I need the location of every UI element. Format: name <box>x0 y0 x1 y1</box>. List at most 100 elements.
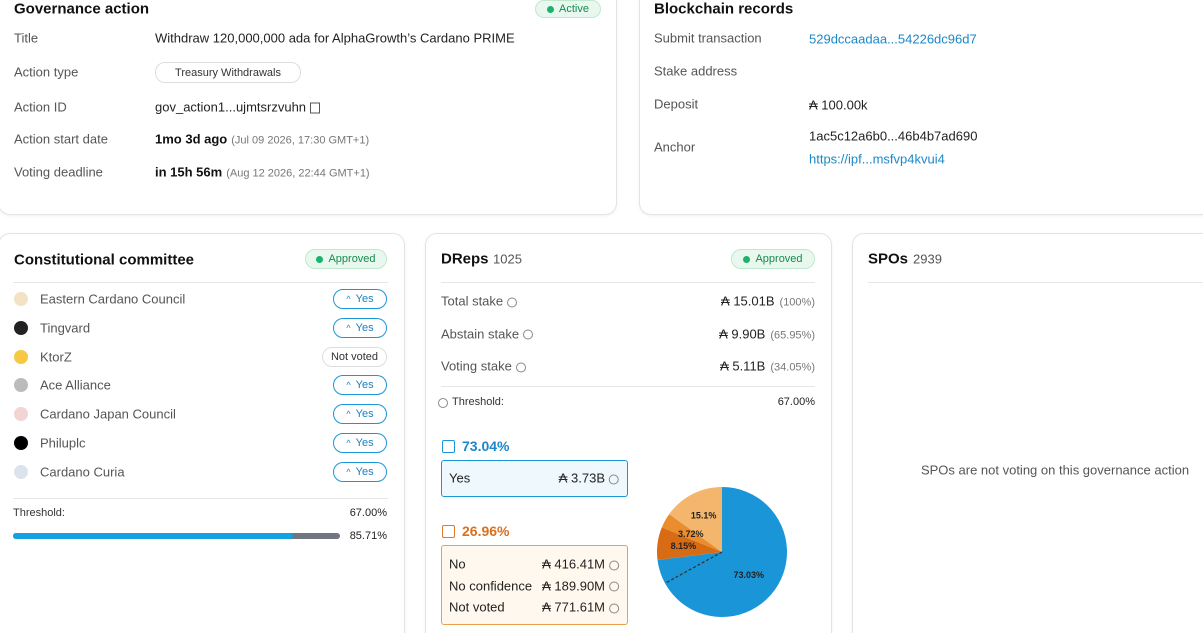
no-percent: 26.96% <box>462 523 510 539</box>
row-label: Action start date <box>14 131 108 147</box>
row-value: ₳ 100.00k <box>809 97 868 113</box>
vote-pill: ^ Yes <box>333 317 387 338</box>
row-label: Submit transaction <box>654 30 762 46</box>
threshold-label: Threshold: <box>13 507 65 519</box>
info-icon <box>609 581 619 592</box>
chevron: ^ <box>346 322 351 333</box>
status-dot <box>547 5 555 13</box>
pie-label: 3.72% <box>678 529 704 539</box>
info-icon <box>523 329 534 340</box>
threshold-label: Threshold: <box>438 396 504 408</box>
member-avatar <box>14 320 28 335</box>
row-value: in 15h 56m (Aug 12 2026, 22:44 GMT+1) <box>155 164 370 180</box>
yes-box <box>441 460 628 497</box>
member-name: Tingvard <box>40 320 91 336</box>
row-detail: (Jul 09 2026, 17:30 GMT+1) <box>231 134 370 147</box>
row-value: 1ac5c12a6b0...46b4b7ad690 <box>809 128 978 144</box>
row-link: https://ipf...msfvp4kvui4 <box>809 151 945 167</box>
blockchain-card <box>639 0 1203 215</box>
vote-pill: ^ Yes <box>333 461 387 482</box>
member-name: Cardano Japan Council <box>40 406 176 422</box>
divider <box>13 282 388 283</box>
stake-label: Total stake <box>441 294 518 309</box>
pie-chart: 73.03% 8.15% 3.72% 15.1% <box>657 487 787 617</box>
row-label: Action ID <box>14 99 67 115</box>
row-value: gov_action1...ujmtsrzvuhn <box>155 100 321 115</box>
progress-label: 85.71% <box>349 530 387 542</box>
row-label: Action type <box>14 64 79 80</box>
info-icon <box>438 398 448 408</box>
vote-pill-text: Yes <box>355 408 374 421</box>
stake-share: (100%) <box>779 296 815 309</box>
status-pill-text: Approved <box>328 253 376 265</box>
divider <box>441 386 815 387</box>
status-pill-text: Approved <box>755 253 803 265</box>
vote-value: ₳ 416.41M <box>542 557 619 572</box>
pie-slice <box>657 527 722 561</box>
stake-value: ₳ 9.90B (65.95%) <box>719 326 815 341</box>
info-icon <box>609 603 619 614</box>
vote-pill-text: Yes <box>355 465 374 478</box>
chevron: ^ <box>346 466 351 477</box>
vote-label: No confidence <box>449 578 533 593</box>
vote-pill: ^ Yes <box>333 375 387 396</box>
chevron: ^ <box>346 438 351 448</box>
divider <box>13 498 388 499</box>
info-icon <box>507 297 518 308</box>
vote-pill-text: Not voted <box>330 350 379 363</box>
card-title: Constitutional committee <box>14 251 195 269</box>
row-label: Stake address <box>654 63 738 79</box>
card-title: SPOs <box>868 250 909 268</box>
vote-value: ₳ 189.90M <box>542 578 619 593</box>
status-pill-text: Active <box>559 3 589 15</box>
threshold-value: 67.00% <box>349 507 387 519</box>
card-count: 2939 <box>913 251 942 267</box>
vote-value: ₳ 771.61M <box>542 600 619 615</box>
yes-icon <box>442 440 455 453</box>
card-title: Governance action <box>14 0 150 18</box>
member-avatar <box>14 436 28 450</box>
action-type-pill: Treasury Withdrawals <box>155 62 301 83</box>
stake-value: ₳ 15.01B (100%) <box>721 293 815 309</box>
pie-label: 73.03% <box>734 570 765 580</box>
spos-card <box>852 233 1203 633</box>
card-title: DReps <box>441 250 489 268</box>
pie-slice <box>669 487 722 552</box>
copy-icon <box>310 102 321 114</box>
pie-slice <box>657 487 787 617</box>
member-avatar <box>14 407 28 422</box>
member-name: Ace Alliance <box>40 377 111 393</box>
chevron: ^ <box>346 294 351 304</box>
progress-fill <box>13 533 294 539</box>
pie-label: 15.1% <box>691 511 717 521</box>
vote-label: Not voted <box>449 599 505 615</box>
pie-slice <box>661 514 722 552</box>
vote-pill: Not voted <box>322 346 387 367</box>
member-avatar <box>14 378 28 393</box>
vote-pill: ^ Yes <box>333 404 387 425</box>
member-name: Eastern Cardano Council <box>40 291 186 307</box>
row-label: Anchor <box>654 139 696 155</box>
threshold-line <box>664 551 723 584</box>
no-icon <box>442 525 455 538</box>
info-icon <box>515 362 526 373</box>
card-title: Blockchain records <box>654 0 794 18</box>
status-dot <box>743 255 751 263</box>
pie-label: 8.15% <box>671 541 697 551</box>
vote-value: ₳ 3.73B <box>559 471 619 486</box>
governance-card <box>0 0 617 215</box>
row-label: Voting deadline <box>14 164 103 180</box>
status-dot <box>316 255 324 263</box>
vote-pill-text: Yes <box>355 379 374 392</box>
stake-share: (65.95%) <box>770 329 815 341</box>
empty-message: SPOs are not voting on this governance a… <box>920 462 1190 478</box>
member-avatar <box>14 464 28 479</box>
member-name: KtorZ <box>40 349 72 365</box>
stake-label: Abstain stake <box>441 326 534 341</box>
row-label: Deposit <box>654 96 699 112</box>
row-detail: (Aug 12 2026, 22:44 GMT+1) <box>226 167 370 180</box>
vote-label: No <box>449 556 466 572</box>
vote-pill-text: Yes <box>355 293 374 305</box>
no-box <box>441 545 628 625</box>
